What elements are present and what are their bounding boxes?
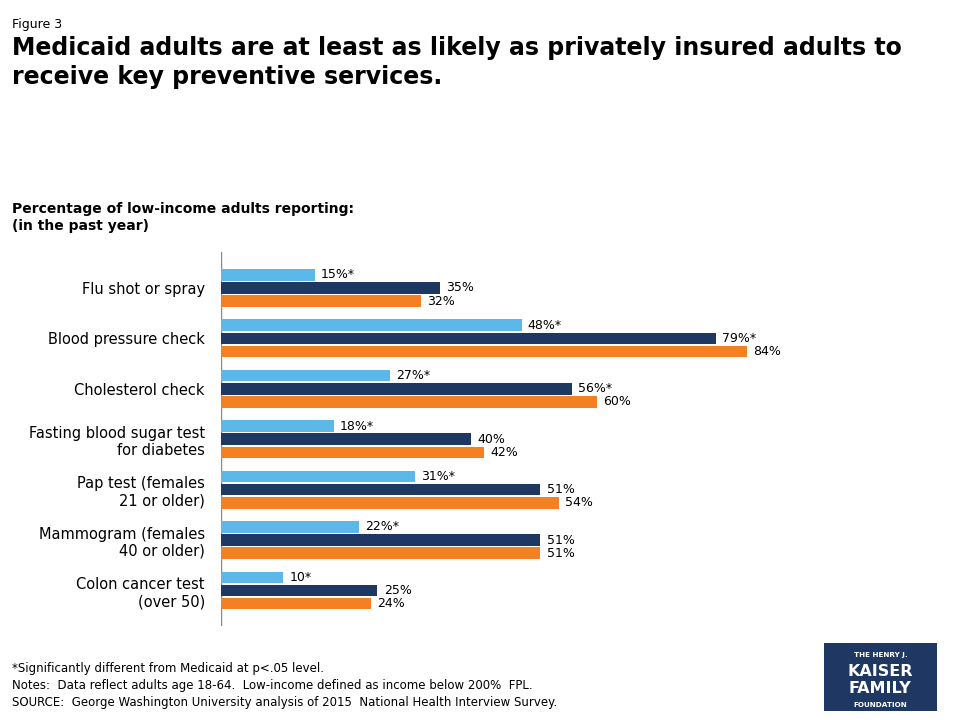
Text: 51%: 51% <box>546 483 574 496</box>
Text: *Significantly different from Medicaid at p<.05 level.: *Significantly different from Medicaid a… <box>12 662 324 675</box>
Text: 84%: 84% <box>754 345 781 358</box>
Text: 32%: 32% <box>427 294 455 307</box>
Text: 56%*: 56%* <box>578 382 612 395</box>
Bar <box>221 521 359 533</box>
Text: FOUNDATION: FOUNDATION <box>853 701 907 708</box>
Text: 25%: 25% <box>384 584 412 597</box>
Text: 27%*: 27%* <box>396 369 430 382</box>
Bar <box>221 484 540 495</box>
Bar <box>221 420 333 432</box>
Bar <box>221 534 540 546</box>
Text: 42%: 42% <box>491 446 518 459</box>
Bar <box>221 433 471 445</box>
Text: 35%: 35% <box>446 282 474 294</box>
Text: 60%: 60% <box>603 395 631 408</box>
Bar <box>221 471 415 482</box>
Bar <box>221 333 716 344</box>
Bar <box>221 370 390 382</box>
Bar <box>221 282 440 294</box>
Text: 51%: 51% <box>546 534 574 546</box>
Bar <box>221 572 283 583</box>
Text: FAMILY: FAMILY <box>849 680 912 696</box>
Bar <box>221 383 571 395</box>
Text: 22%*: 22%* <box>365 521 399 534</box>
Bar <box>221 598 372 609</box>
Bar <box>221 295 421 307</box>
Bar <box>221 320 521 331</box>
Text: 10*: 10* <box>290 571 312 584</box>
Bar <box>221 346 747 357</box>
Bar <box>221 396 597 408</box>
Bar <box>221 585 377 596</box>
Bar <box>221 547 540 559</box>
Text: 15%*: 15%* <box>321 269 355 282</box>
Text: 24%: 24% <box>377 597 405 610</box>
Text: Percentage of low-income adults reporting:
(in the past year): Percentage of low-income adults reportin… <box>12 202 354 233</box>
Text: Medicaid adults are at least as likely as privately insured adults to
receive ke: Medicaid adults are at least as likely a… <box>12 36 902 89</box>
Text: 18%*: 18%* <box>340 420 374 433</box>
Bar <box>221 269 315 281</box>
Text: 40%: 40% <box>478 433 506 446</box>
Text: Notes:  Data reflect adults age 18-64.  Low-income defined as income below 200% : Notes: Data reflect adults age 18-64. Lo… <box>12 679 533 692</box>
Text: 48%*: 48%* <box>528 319 562 332</box>
Bar <box>221 497 559 508</box>
Text: SOURCE:  George Washington University analysis of 2015  National Health Intervie: SOURCE: George Washington University ana… <box>12 696 558 708</box>
Text: 79%*: 79%* <box>722 332 756 345</box>
Text: 31%*: 31%* <box>421 470 455 483</box>
Text: 54%: 54% <box>565 496 593 509</box>
Text: THE HENRY J.: THE HENRY J. <box>853 652 907 658</box>
Text: 51%: 51% <box>546 546 574 559</box>
Text: Figure 3: Figure 3 <box>12 18 62 31</box>
Bar <box>221 446 484 458</box>
Text: KAISER: KAISER <box>848 664 913 679</box>
